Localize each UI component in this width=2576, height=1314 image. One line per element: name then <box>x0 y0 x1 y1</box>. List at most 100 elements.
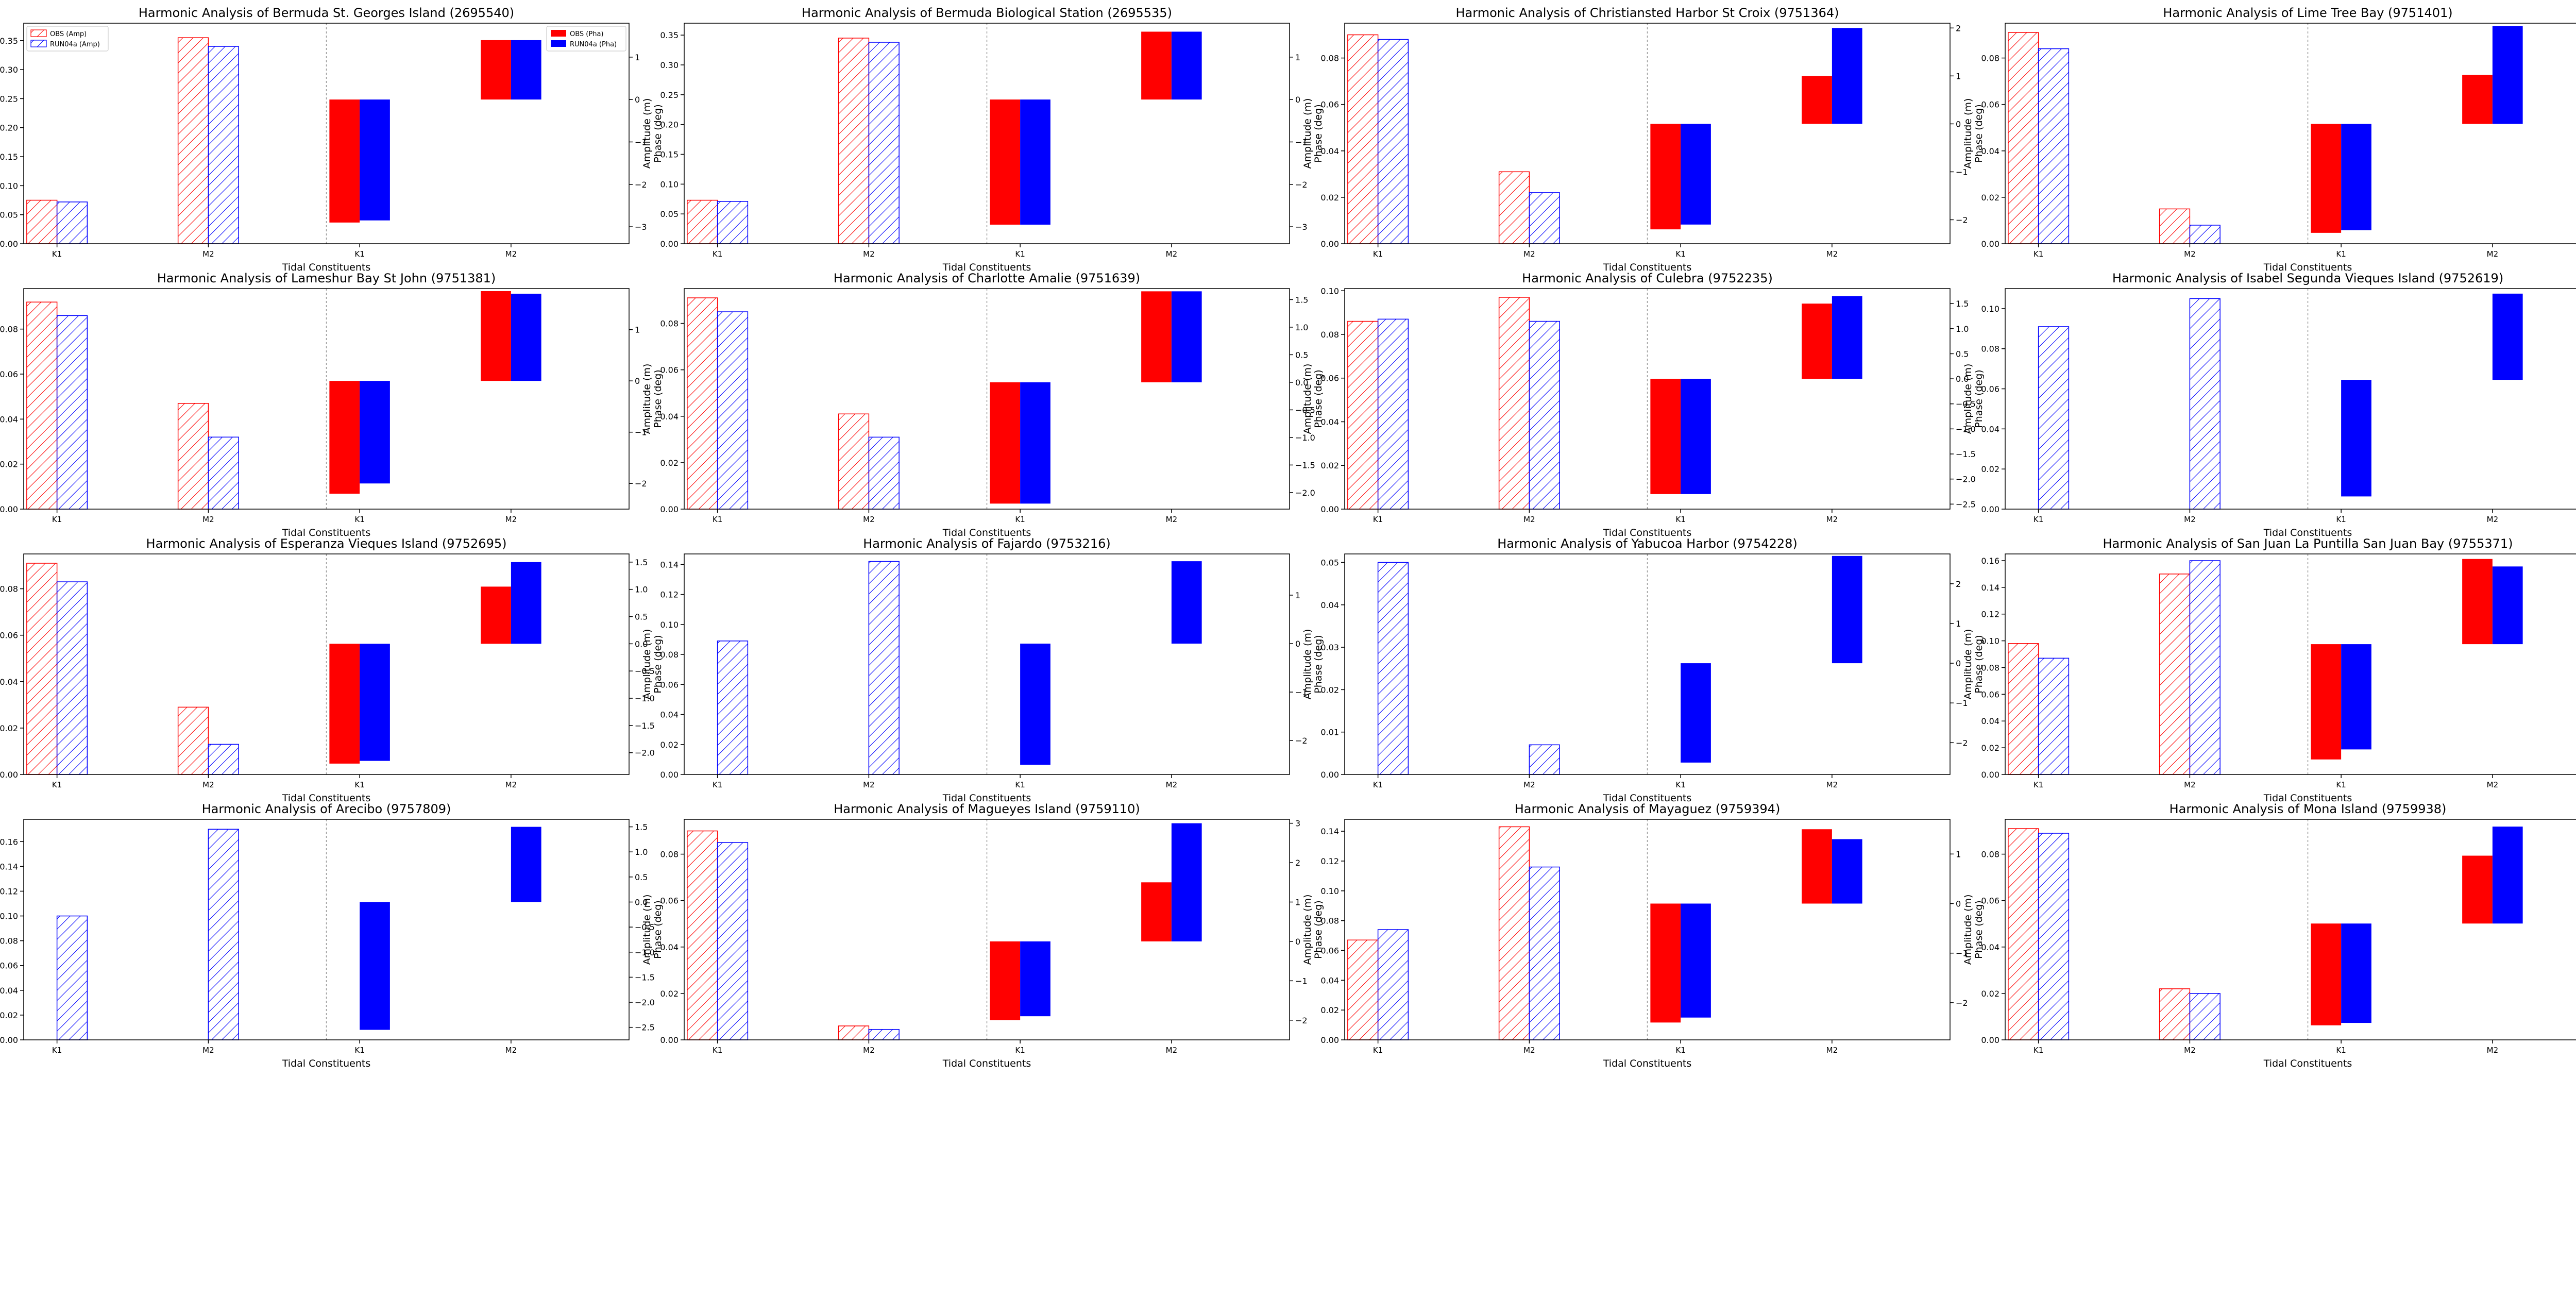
legend-swatch-obs-pha <box>551 30 566 37</box>
amp-bar-run04a-k1 <box>717 311 749 510</box>
amp-bar-run04a-m2 <box>868 1029 900 1040</box>
pha-bar-run04a-k1 <box>1020 99 1050 225</box>
y2-tick-label: 1 <box>1956 849 1961 859</box>
y-tick-label: 0.04 <box>1320 417 1339 427</box>
pha-bar-run04a-m2 <box>1832 555 1862 664</box>
y2-axis-label: Phase (deg) <box>1313 635 1324 693</box>
y-tick-label: 0.10 <box>0 912 18 921</box>
pha-bar-run04a-m2 <box>1171 31 1202 100</box>
amp-bar-run04a-k1 <box>56 201 88 244</box>
amp-bar-obs-k1 <box>26 199 58 244</box>
y2-tick-label: −2 <box>1295 180 1308 190</box>
pha-bar-run04a-k1 <box>360 99 390 221</box>
axes-frame <box>23 819 630 1040</box>
y2-tick-label: 0.5 <box>1295 350 1308 360</box>
legend-box <box>26 26 109 52</box>
subplot-6: Harmonic Analysis of Charlotte Amalie (9… <box>641 271 1324 538</box>
pha-bar-obs-k1 <box>329 381 360 494</box>
pha-bar-run04a-k1 <box>2341 923 2371 1023</box>
amp-bar-run04a-m2 <box>208 829 239 1040</box>
y-tick-label: 0.04 <box>1981 942 1999 952</box>
y2-axis-label: Phase (deg) <box>1313 900 1324 958</box>
subplot-4: Harmonic Analysis of Lime Tree Bay (9751… <box>1962 6 2576 273</box>
y2-tick-label: −1.5 <box>635 721 655 731</box>
y-tick-label: 0.06 <box>1320 374 1339 383</box>
amp-bar-obs-m2 <box>838 1025 870 1040</box>
y2-tick-label: −1 <box>1956 167 1968 177</box>
amp-bar-run04a-k1 <box>1377 318 1409 510</box>
pha-bar-run04a-k1 <box>1020 382 1050 504</box>
y2-tick-label: 0 <box>1956 659 1961 668</box>
y-tick-label: 0.08 <box>1320 54 1339 63</box>
y2-tick-label: 0.0 <box>1956 374 1969 384</box>
pha-bar-obs-k1 <box>329 644 360 764</box>
x-tick-label: K1 <box>1373 780 1383 789</box>
y-axis-label: Amplitude (m) <box>641 895 653 965</box>
y-tick-label: 0.08 <box>0 936 18 946</box>
pha-bar-run04a-k1 <box>1681 663 1711 763</box>
x-tick-label: K1 <box>1015 249 1025 259</box>
x-tick-label: M2 <box>1826 249 1838 259</box>
y-tick-label: 0.00 <box>1320 770 1339 780</box>
y-tick-label: 0.02 <box>1320 193 1339 203</box>
subplot-3: Harmonic Analysis of Christiansted Harbo… <box>1302 6 1985 273</box>
y-tick-label: 0.00 <box>0 1035 18 1045</box>
y2-tick-label: 1.0 <box>1295 323 1308 332</box>
y-tick-label: 0.12 <box>0 886 18 896</box>
pha-bar-run04a-m2 <box>511 827 541 902</box>
y2-tick-label: −2 <box>635 180 647 190</box>
y-tick-label: 0.00 <box>1981 504 1999 514</box>
amp-bar-obs-m2 <box>838 413 870 510</box>
y-tick-label: 0.02 <box>1981 464 1999 474</box>
amp-bar-run04a-k1 <box>56 315 88 510</box>
x-axis-label: Tidal Constituents <box>1603 1058 1691 1069</box>
y2-tick-label: 1.0 <box>635 585 648 595</box>
y-tick-label: 0.25 <box>0 94 18 104</box>
axes-frame <box>684 23 1290 244</box>
y2-axis-label: Phase (deg) <box>652 104 664 162</box>
y-tick-label: 0.00 <box>1981 770 1999 780</box>
pha-bar-obs-m2 <box>1802 304 1832 379</box>
y-tick-label: 0.08 <box>660 650 679 660</box>
y2-tick-label: 0.0 <box>635 639 648 649</box>
y2-tick-label: 1 <box>635 325 640 335</box>
x-axis-label: Tidal Constituents <box>942 262 1031 273</box>
pha-bar-run04a-m2 <box>2492 26 2523 124</box>
y-tick-label: 0.02 <box>1320 685 1339 695</box>
x-tick-label: K1 <box>713 515 722 524</box>
pha-bar-obs-m2 <box>1802 829 1832 904</box>
amp-bar-obs-k1 <box>26 301 58 510</box>
amp-bar-obs-m2 <box>177 706 209 775</box>
y2-tick-label: 0 <box>1956 119 1961 129</box>
pha-bar-obs-k1 <box>2311 644 2342 760</box>
y-tick-label: 0.04 <box>1981 146 1999 156</box>
y-tick-label: 0.05 <box>1320 558 1339 567</box>
legend-phase: OBS (Pha) RUN04a (Pha) <box>546 26 626 52</box>
pha-bar-run04a-m2 <box>1171 291 1202 382</box>
pha-bar-run04a-m2 <box>511 562 541 644</box>
pha-bar-obs-m2 <box>2462 559 2493 645</box>
y2-tick-label: 2 <box>1295 858 1300 868</box>
y2-tick-label: −2 <box>1956 738 1968 748</box>
pha-bar-run04a-k1 <box>360 902 390 1030</box>
legend-label-run-amp: RUN04a (Amp) <box>50 41 100 48</box>
y-tick-label: 0.08 <box>660 319 679 329</box>
x-tick-label: K1 <box>713 1046 722 1055</box>
y2-tick-label: 0.5 <box>635 872 648 882</box>
y-tick-label: 0.06 <box>660 680 679 689</box>
amp-bar-obs-k1 <box>687 297 718 510</box>
axes-frame <box>684 553 1290 775</box>
x-axis-label: Tidal Constituents <box>942 793 1031 804</box>
x-tick-label: M2 <box>505 249 517 259</box>
y-tick-label: 0.16 <box>0 837 18 847</box>
y-tick-label: 0.06 <box>1981 384 1999 394</box>
y2-tick-label: 3 <box>1295 819 1300 829</box>
y-tick-label: 0.10 <box>660 179 679 189</box>
y2-tick-label: −2 <box>1295 736 1308 746</box>
amp-bar-run04a-k1 <box>1377 929 1409 1040</box>
x-axis-label: Tidal Constituents <box>1603 527 1691 538</box>
y-axis-label: Amplitude (m) <box>1962 629 1974 700</box>
y-tick-label: 0.12 <box>1981 610 1999 619</box>
pha-bar-run04a-k1 <box>1020 941 1050 1017</box>
x-tick-label: M2 <box>1523 515 1535 524</box>
